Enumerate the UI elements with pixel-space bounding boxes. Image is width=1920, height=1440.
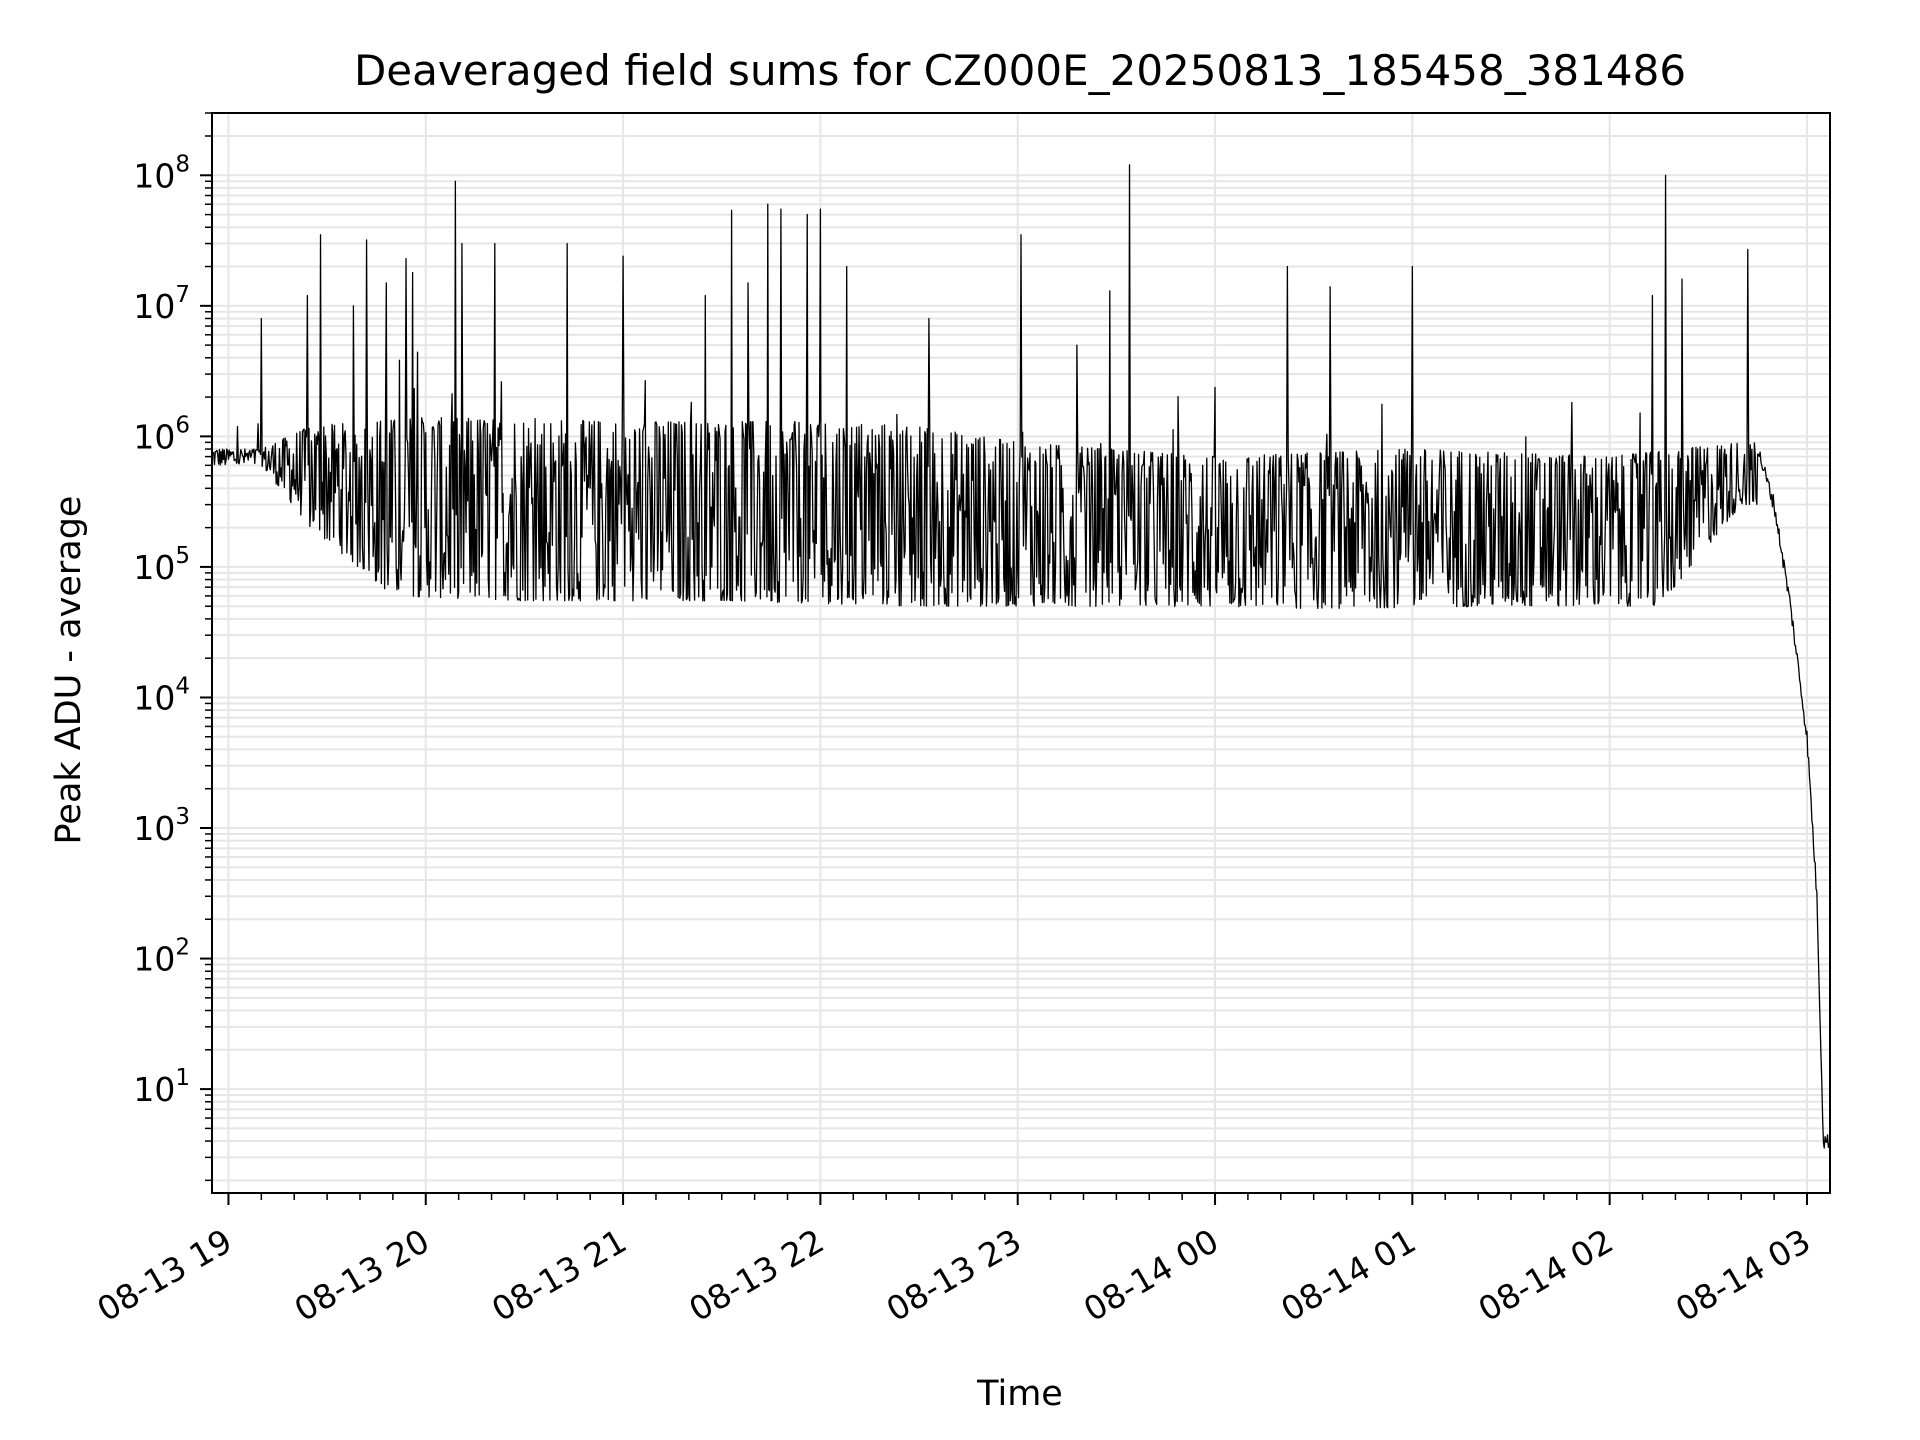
y-tick-base: 10 bbox=[133, 809, 175, 848]
y-tick-label: 108 bbox=[133, 151, 190, 195]
y-tick-label: 107 bbox=[133, 282, 190, 326]
plot-area-frame bbox=[211, 112, 1831, 1194]
y-tick-base: 10 bbox=[133, 417, 175, 456]
y-tick-label: 105 bbox=[133, 543, 190, 587]
series-group bbox=[211, 164, 1831, 1149]
y-axis-title: Peak ADU - average bbox=[49, 496, 89, 845]
y-tick-base: 10 bbox=[133, 548, 175, 587]
y-tick-exponent: 3 bbox=[175, 804, 190, 830]
y-tick-base: 10 bbox=[133, 156, 175, 195]
y-tick-label: 102 bbox=[133, 935, 190, 979]
y-tick-exponent: 8 bbox=[175, 151, 190, 177]
y-tick-exponent: 7 bbox=[175, 282, 190, 308]
chart-title: Deaveraged field sums for CZ000E_2025081… bbox=[354, 46, 1686, 95]
y-tick-label: 101 bbox=[133, 1065, 190, 1109]
y-tick-base: 10 bbox=[133, 287, 175, 326]
y-tick-label: 106 bbox=[133, 412, 190, 456]
y-tick-base: 10 bbox=[133, 678, 175, 717]
series-line bbox=[211, 164, 1831, 1149]
y-tick-exponent: 6 bbox=[175, 412, 190, 438]
y-tick-exponent: 2 bbox=[175, 935, 190, 961]
y-tick-label: 103 bbox=[133, 804, 190, 848]
x-axis-title: Time bbox=[976, 1374, 1063, 1414]
y-tick-exponent: 1 bbox=[175, 1065, 190, 1091]
y-tick-exponent: 4 bbox=[175, 673, 190, 699]
y-tick-label: 104 bbox=[133, 673, 190, 717]
y-tick-base: 10 bbox=[133, 1070, 175, 1109]
y-tick-exponent: 5 bbox=[175, 543, 190, 569]
y-tick-base: 10 bbox=[133, 940, 175, 979]
